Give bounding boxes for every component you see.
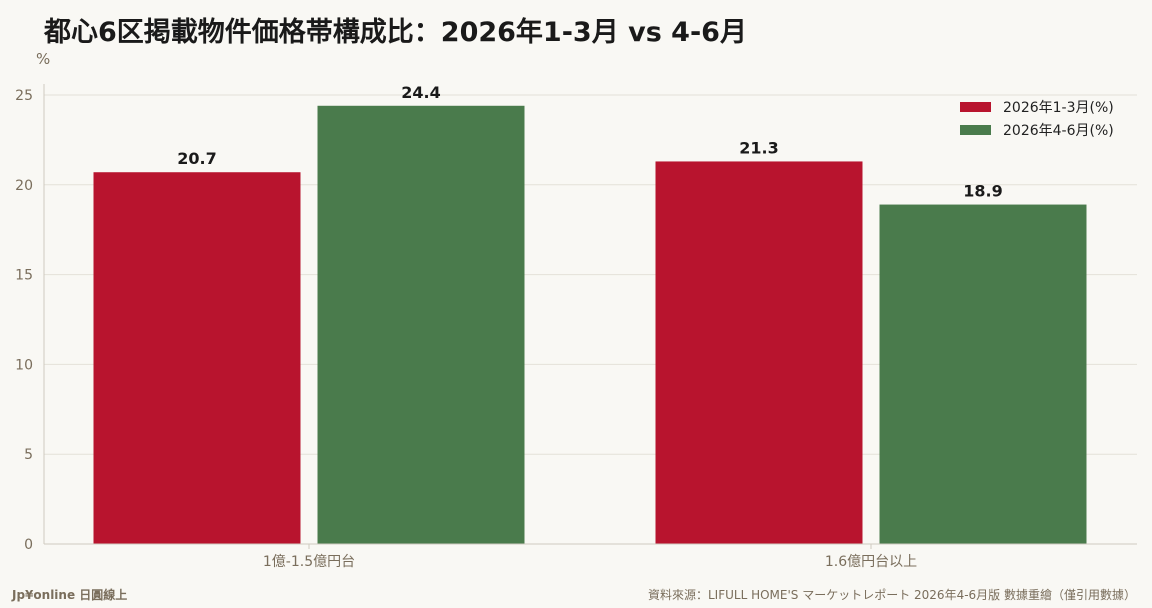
bar <box>879 204 1087 544</box>
legend-label-series1: 2026年1-3月(%) <box>1003 99 1114 116</box>
y-tick-label: 10 <box>15 357 33 373</box>
data-label: 24.4 <box>401 83 440 102</box>
axis-layer: 0 5 10 15 20 25% 1億-1.5億円台 1.6億円台以上 <box>15 50 1137 570</box>
x-tick-label: 1億-1.5億円台 <box>263 554 355 570</box>
labels-layer: 20.7 24.4 21.3 18.9 <box>177 83 1002 201</box>
footer-brand: Jp¥online 日圓線上 <box>12 588 128 602</box>
legend-item-series1: 2026年1-3月(%) <box>960 95 1114 118</box>
bar <box>317 105 525 544</box>
legend-label-series2: 2026年4-6月(%) <box>1003 122 1114 139</box>
bar <box>655 161 863 544</box>
chart-title: 都心6区掲載物件価格帯構成比：2026年1-3月 vs 4-6月 <box>44 17 747 48</box>
data-label: 20.7 <box>177 149 216 168</box>
legend-item-series2: 2026年4-6月(%) <box>960 118 1114 141</box>
data-label: 21.3 <box>739 138 778 157</box>
y-tick-label: 20 <box>15 178 33 194</box>
legend-swatch-series1 <box>960 101 991 112</box>
y-tick-label: 15 <box>15 268 33 284</box>
y-tick-label: 0 <box>24 537 33 553</box>
y-tick-label: 25 <box>15 88 33 104</box>
data-label: 18.9 <box>963 182 1002 201</box>
chart-legend: 2026年1-3月(%) 2026年4-6月(%) <box>960 95 1114 141</box>
footer-source: 資料來源：LIFULL HOME'S マーケットレポート 2026年4-6月版 … <box>647 588 1136 602</box>
bars-layer <box>93 105 1087 544</box>
y-tick-label: 5 <box>24 447 33 463</box>
x-tick-label: 1.6億円台以上 <box>825 554 917 570</box>
bar <box>93 172 301 544</box>
legend-swatch-series2 <box>960 124 991 135</box>
y-axis-label: % <box>36 50 50 68</box>
